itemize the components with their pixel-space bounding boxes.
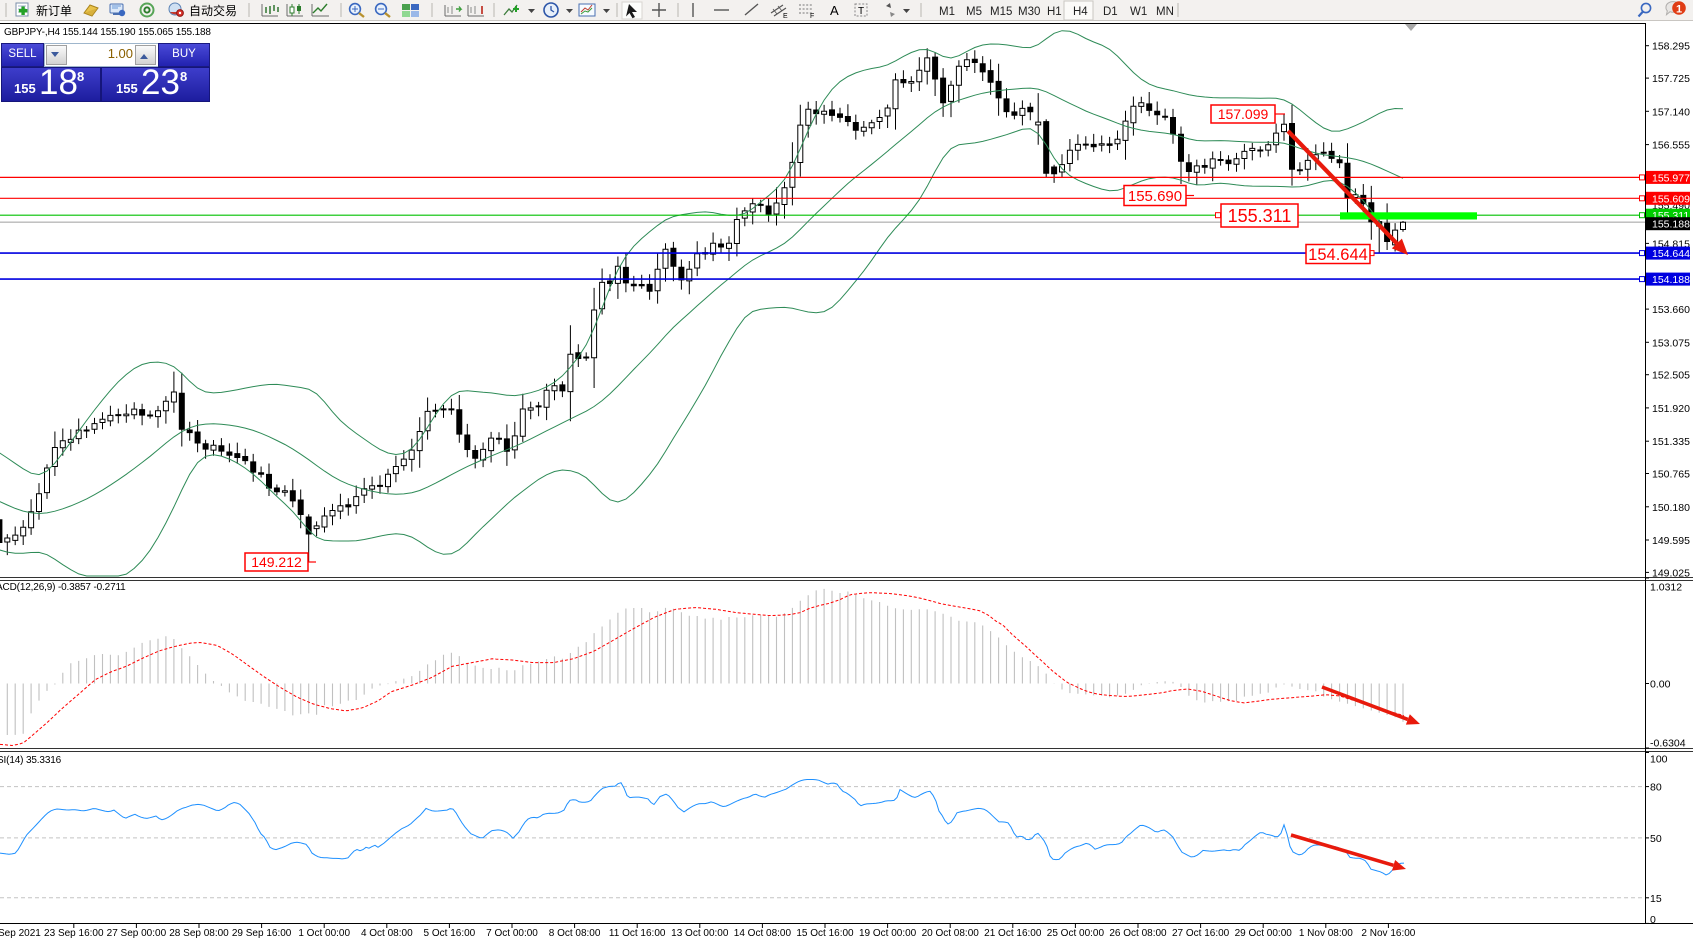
svg-text:E: E (783, 13, 788, 20)
svg-text:155.188: 155.188 (1652, 219, 1690, 231)
svg-text:ACD(12,26,9) -0.3857 -0.2711: ACD(12,26,9) -0.3857 -0.2711 (0, 582, 126, 593)
svg-text:M1: M1 (939, 6, 955, 18)
svg-text:80: 80 (1650, 782, 1662, 794)
svg-text:149.595: 149.595 (1652, 535, 1690, 547)
svg-text:GBPJPY-,H4 155.144 155.190 15: GBPJPY-,H4 155.144 155.190 155.065 155.1… (4, 27, 211, 38)
svg-text:27 Sep 00:00: 27 Sep 00:00 (107, 928, 167, 939)
svg-text:29 Oct 00:00: 29 Oct 00:00 (1235, 928, 1293, 939)
svg-text:11 Oct 16:00: 11 Oct 16:00 (609, 928, 666, 939)
svg-text:8 Oct 08:00: 8 Oct 08:00 (549, 928, 601, 939)
svg-text:154.644: 154.644 (1652, 248, 1690, 260)
svg-text:13 Oct 00:00: 13 Oct 00:00 (671, 928, 729, 939)
svg-text:154.644: 154.644 (1308, 246, 1368, 264)
svg-text:157.140: 157.140 (1652, 106, 1690, 118)
svg-text:150.765: 150.765 (1652, 469, 1690, 481)
svg-text:5 Oct 16:00: 5 Oct 16:00 (424, 928, 476, 939)
svg-text:26 Oct 08:00: 26 Oct 08:00 (1109, 928, 1167, 939)
svg-text:50: 50 (1650, 833, 1662, 845)
svg-text:M5: M5 (966, 6, 982, 18)
svg-text:1.0312: 1.0312 (1650, 582, 1682, 594)
svg-text:157.099: 157.099 (1218, 106, 1269, 122)
svg-text:15: 15 (1650, 893, 1662, 905)
svg-text:29 Sep 16:00: 29 Sep 16:00 (232, 928, 292, 939)
svg-text:155.977: 155.977 (1652, 172, 1690, 184)
svg-text:1 Nov 08:00: 1 Nov 08:00 (1299, 928, 1353, 939)
svg-text:SI(14) 35.3316: SI(14) 35.3316 (0, 755, 62, 766)
svg-text:14 Oct 08:00: 14 Oct 08:00 (734, 928, 792, 939)
svg-text:W1: W1 (1130, 6, 1147, 18)
svg-text:H4: H4 (1073, 6, 1088, 18)
svg-text:152.505: 152.505 (1652, 370, 1690, 382)
svg-text:0.00: 0.00 (1650, 679, 1671, 691)
svg-text:157.725: 157.725 (1652, 73, 1690, 85)
svg-text:F: F (810, 13, 814, 20)
svg-text:自动交易: 自动交易 (189, 3, 237, 18)
svg-text:7 Oct 00:00: 7 Oct 00:00 (486, 928, 538, 939)
svg-text:15 Oct 16:00: 15 Oct 16:00 (796, 928, 854, 939)
svg-text:20 Oct 08:00: 20 Oct 08:00 (922, 928, 980, 939)
svg-text:153.075: 153.075 (1652, 337, 1690, 349)
svg-text:H1: H1 (1047, 6, 1062, 18)
svg-text:100: 100 (1650, 754, 1668, 766)
svg-text:149.025: 149.025 (1652, 567, 1690, 579)
svg-text:D1: D1 (1103, 6, 1118, 18)
svg-text:M30: M30 (1018, 6, 1040, 18)
svg-text:4 Oct 08:00: 4 Oct 08:00 (361, 928, 413, 939)
svg-text:150.180: 150.180 (1652, 502, 1690, 514)
svg-text:T: T (858, 6, 864, 17)
svg-text:25 Oct 00:00: 25 Oct 00:00 (1047, 928, 1105, 939)
svg-text:28 Sep 08:00: 28 Sep 08:00 (169, 928, 229, 939)
svg-text:Sep 2021: Sep 2021 (0, 928, 41, 939)
svg-text:A: A (830, 3, 839, 18)
svg-text:153.660: 153.660 (1652, 304, 1690, 316)
svg-text:1: 1 (1676, 4, 1682, 16)
svg-text:156.555: 156.555 (1652, 140, 1690, 152)
svg-text:158.295: 158.295 (1652, 41, 1690, 53)
svg-text:151.335: 151.335 (1652, 436, 1690, 448)
svg-text:21 Oct 16:00: 21 Oct 16:00 (984, 928, 1042, 939)
svg-text:154.188: 154.188 (1652, 274, 1690, 286)
svg-text:1 Oct 00:00: 1 Oct 00:00 (298, 928, 350, 939)
svg-text:151.920: 151.920 (1652, 403, 1690, 415)
svg-text:M15: M15 (990, 6, 1012, 18)
svg-text:19 Oct 00:00: 19 Oct 00:00 (859, 928, 917, 939)
svg-text:0: 0 (1650, 914, 1656, 926)
svg-text:149.212: 149.212 (251, 554, 302, 570)
svg-text:新订单: 新订单 (36, 3, 72, 18)
svg-text:23 Sep 16:00: 23 Sep 16:00 (44, 928, 104, 939)
svg-text:155.690: 155.690 (1128, 188, 1182, 205)
svg-text:155.609: 155.609 (1652, 193, 1690, 205)
svg-text:155.311: 155.311 (1228, 206, 1292, 226)
svg-text:-0.6304: -0.6304 (1650, 738, 1686, 750)
svg-text:MN: MN (1156, 6, 1174, 18)
svg-text:2 Nov 16:00: 2 Nov 16:00 (1361, 928, 1415, 939)
svg-text:27 Oct 16:00: 27 Oct 16:00 (1172, 928, 1230, 939)
